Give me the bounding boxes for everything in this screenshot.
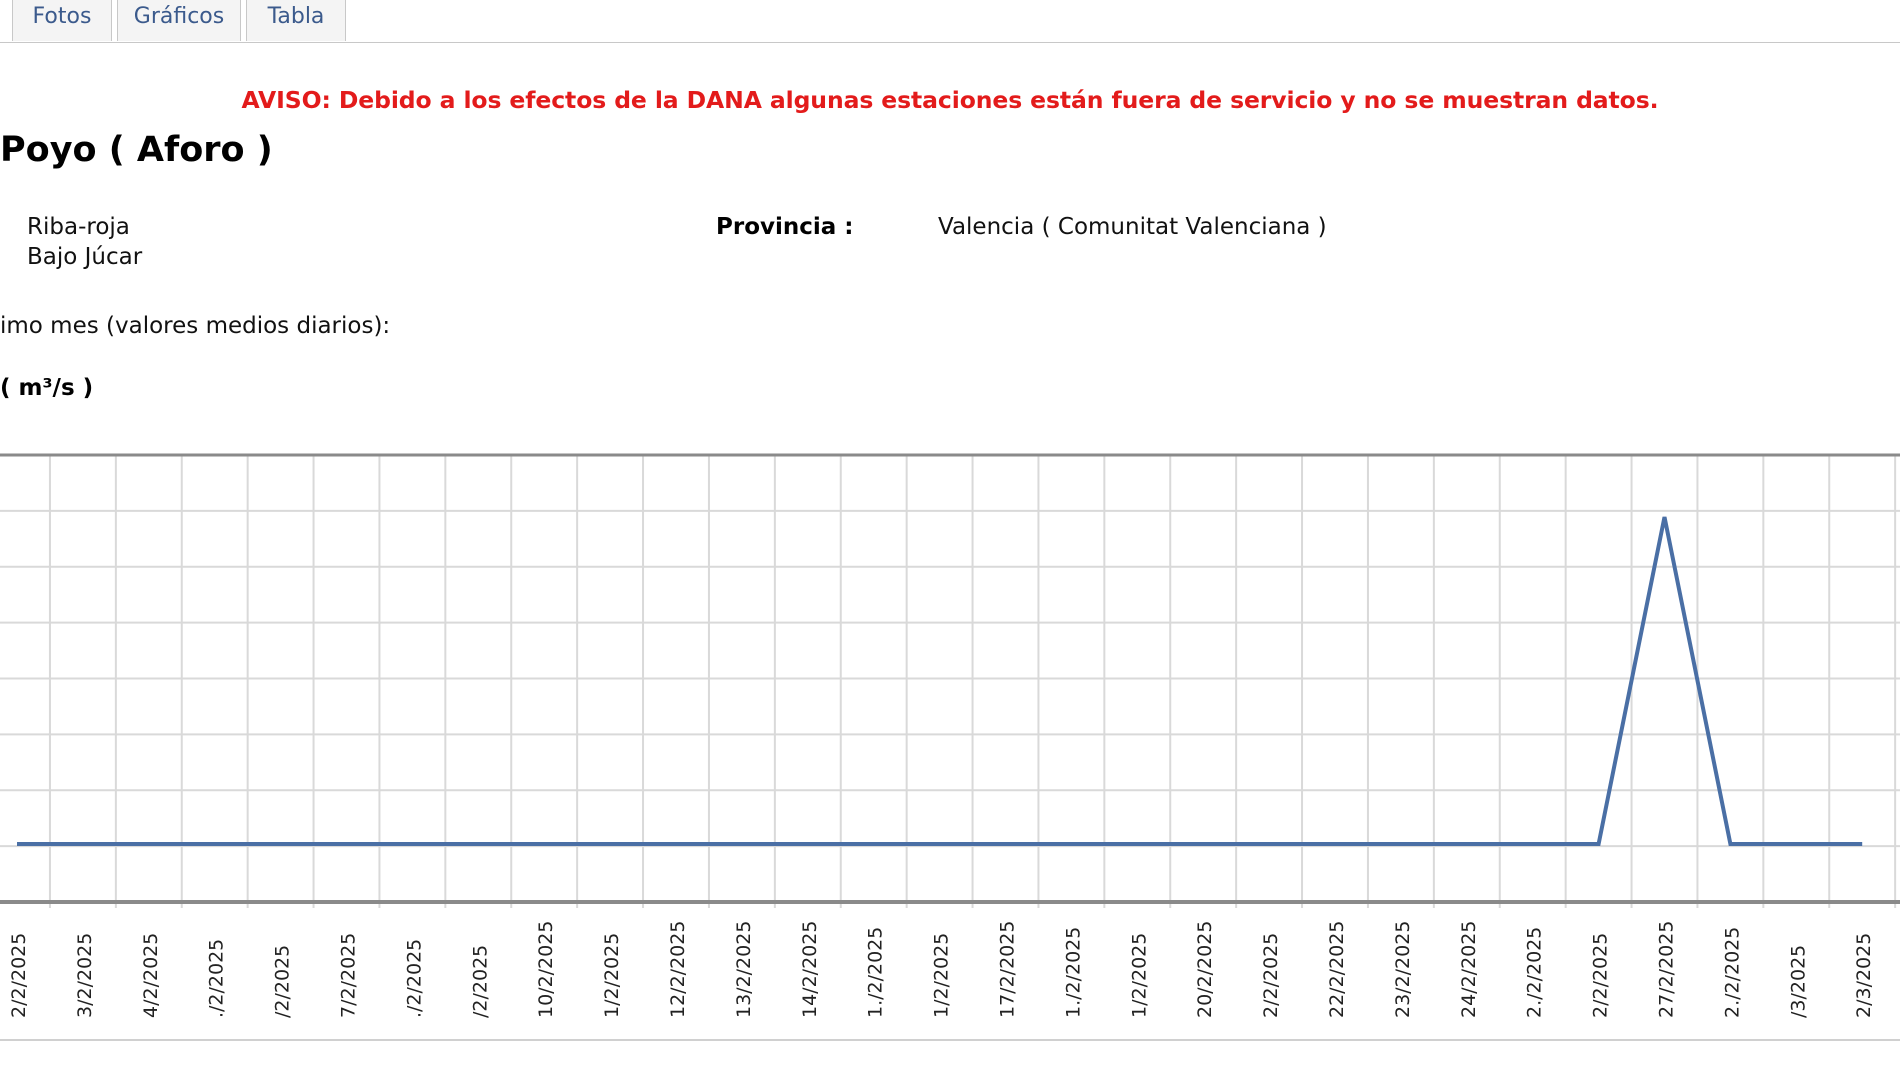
x-tick-label: 20/2/2025 bbox=[1194, 921, 1216, 1018]
x-tick-label: 2/2/2025 bbox=[1260, 933, 1282, 1018]
tab-tabla[interactable]: Tabla bbox=[246, 0, 346, 41]
x-tick-label: 17/2/2025 bbox=[997, 921, 1019, 1018]
x-tick-label: 2/3/2025 bbox=[1853, 933, 1875, 1018]
x-tick-label: 1/2/2025 bbox=[1128, 933, 1150, 1018]
x-tick-label: 2/2/2025 bbox=[8, 933, 30, 1018]
x-tick-label: ./2/2025 bbox=[206, 939, 228, 1018]
x-tick-label: 1./2/2025 bbox=[865, 927, 887, 1018]
x-tick-label: /2/2025 bbox=[272, 945, 294, 1018]
x-tick-label: 2./2/2025 bbox=[1524, 927, 1546, 1018]
page-title: Poyo ( Aforo ) bbox=[0, 130, 273, 170]
x-tick-label: ./2/2025 bbox=[403, 939, 425, 1018]
x-tick-label: 14/2/2025 bbox=[799, 921, 821, 1018]
tab-graficos[interactable]: Gráficos bbox=[117, 0, 241, 41]
x-tick-label: 2./2/2025 bbox=[1721, 927, 1743, 1018]
x-tick-label: 2/2/2025 bbox=[1590, 933, 1612, 1018]
basin-value: Bajo Júcar bbox=[27, 244, 143, 270]
x-tick-label: 24/2/2025 bbox=[1458, 921, 1480, 1018]
x-tick-label: 1./2/2025 bbox=[1062, 927, 1084, 1018]
x-tick-label: /3/2025 bbox=[1787, 945, 1809, 1018]
x-tick-label: 1/2/2025 bbox=[601, 933, 623, 1018]
x-tick-label: 3/2/2025 bbox=[74, 933, 96, 1018]
section-label: imo mes (valores medios diarios): bbox=[0, 313, 391, 339]
x-tick-label: 27/2/2025 bbox=[1656, 921, 1678, 1018]
warning-banner: AVISO: Debido a los efectos de la DANA a… bbox=[241, 86, 1659, 114]
tab-bar: Fotos Gráficos Tabla bbox=[0, 0, 1900, 43]
province-label: Provincia : bbox=[716, 214, 854, 240]
x-tick-label: 13/2/2025 bbox=[733, 921, 755, 1018]
x-tick-label: 12/2/2025 bbox=[667, 921, 689, 1018]
series-line bbox=[17, 516, 1863, 846]
tab-fotos[interactable]: Fotos bbox=[12, 0, 112, 41]
x-tick-label: 1/2/2025 bbox=[931, 933, 953, 1018]
x-tick-label: 4/2/2025 bbox=[140, 933, 162, 1018]
x-tick-label: 7/2/2025 bbox=[338, 933, 360, 1018]
x-tick-label: 23/2/2025 bbox=[1392, 921, 1414, 1018]
municipality-value: Riba-roja bbox=[27, 214, 130, 240]
x-tick-label: 10/2/2025 bbox=[535, 921, 557, 1018]
province-value: Valencia ( Comunitat Valenciana ) bbox=[938, 214, 1327, 240]
x-tick-label: 22/2/2025 bbox=[1326, 921, 1348, 1018]
unit-label: ( m³/s ) bbox=[0, 375, 94, 401]
x-tick-label: /2/2025 bbox=[469, 945, 491, 1018]
